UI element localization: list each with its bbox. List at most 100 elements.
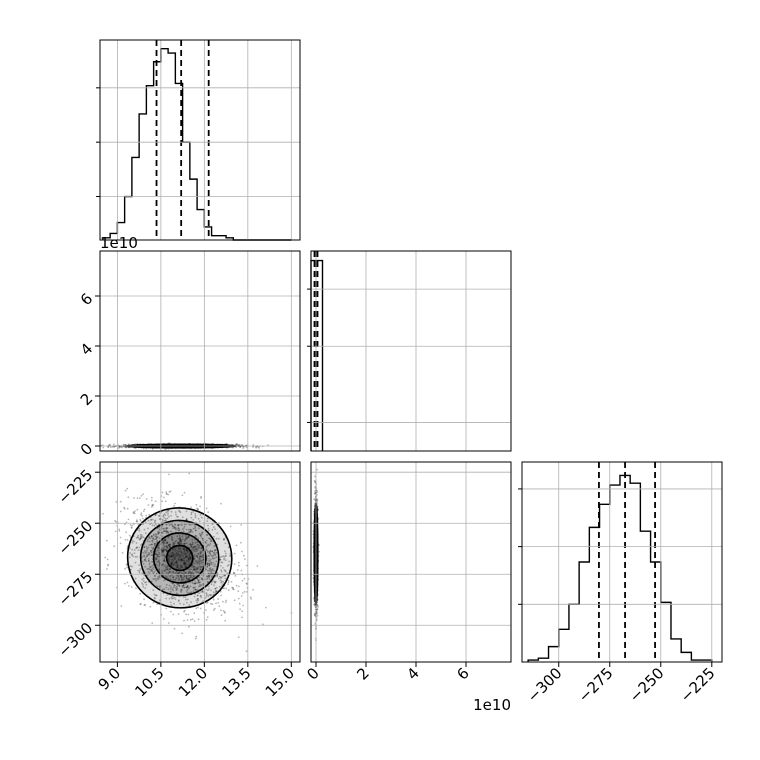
sample-point — [179, 547, 182, 550]
sample-point — [162, 550, 165, 553]
sample-point — [177, 548, 180, 550]
sample-point — [168, 556, 171, 559]
sample-point — [187, 588, 190, 590]
sample-point — [182, 584, 185, 586]
sample-point — [155, 558, 158, 560]
sample-point — [141, 515, 144, 517]
sample-point — [138, 538, 141, 541]
sample-point — [167, 545, 169, 547]
sample-point — [223, 557, 226, 559]
sample-point — [208, 564, 211, 566]
sample-point — [121, 446, 124, 449]
sample-point — [151, 560, 154, 563]
sample-point — [202, 541, 205, 544]
sample-point — [110, 446, 112, 449]
sample-point — [174, 598, 177, 600]
sample-point — [211, 569, 214, 571]
sample-point — [158, 537, 161, 540]
sample-point — [208, 576, 211, 579]
sample-point — [199, 568, 202, 571]
sample-point — [219, 556, 222, 559]
sample-point — [169, 601, 172, 604]
sample-point — [125, 531, 128, 534]
sample-point — [154, 544, 156, 546]
sample-point — [174, 528, 177, 531]
sample-point — [119, 500, 122, 503]
sample-point — [113, 545, 116, 548]
sample-point — [177, 529, 179, 531]
sample-point — [191, 564, 194, 567]
sample-point — [157, 532, 160, 535]
sample-point — [185, 566, 188, 568]
sample-point — [213, 581, 216, 584]
sample-point — [183, 523, 186, 526]
sample-point — [182, 538, 184, 541]
sample-point — [185, 583, 187, 585]
sample-point — [171, 562, 173, 565]
sample-point — [183, 491, 186, 494]
sample-point — [188, 568, 191, 571]
sample-point — [161, 550, 164, 553]
sample-point — [192, 569, 195, 571]
sample-point — [186, 555, 189, 557]
sample-point — [220, 502, 223, 505]
sample-point — [243, 554, 245, 557]
sample-point — [188, 472, 191, 475]
sample-point — [205, 609, 207, 611]
sample-point — [210, 583, 213, 586]
sample-point — [168, 568, 171, 571]
sample-point — [124, 567, 126, 570]
sample-point — [209, 543, 212, 545]
sample-point — [201, 549, 204, 552]
sample-point — [165, 530, 168, 532]
sample-point — [172, 613, 175, 616]
sample-point — [171, 588, 174, 591]
sample-point — [171, 556, 174, 558]
sample-point — [195, 607, 198, 610]
sample-point — [159, 555, 161, 558]
sample-point — [194, 588, 197, 591]
sample-point — [179, 523, 181, 526]
sample-point — [188, 543, 191, 546]
sample-point — [172, 576, 175, 579]
sample-point — [151, 504, 154, 507]
sample-point — [194, 568, 196, 570]
sample-point — [144, 558, 146, 561]
sample-point — [147, 546, 150, 549]
sample-point — [178, 547, 181, 550]
sample-point — [196, 597, 199, 600]
sample-point — [165, 532, 168, 534]
sample-point — [122, 443, 125, 446]
sample-point — [138, 546, 141, 549]
sample-point — [190, 591, 193, 593]
sample-point — [126, 566, 128, 569]
sample-point — [214, 528, 217, 530]
sample-point — [151, 518, 154, 521]
sample-point — [245, 582, 248, 585]
sample-point — [159, 528, 161, 531]
sample-point — [163, 558, 166, 560]
hist-bar — [139, 114, 146, 240]
sample-point — [161, 549, 164, 552]
sample-point — [196, 578, 199, 580]
hist-outline — [102, 47, 292, 241]
sample-point — [154, 557, 157, 560]
sample-point — [197, 544, 200, 546]
sample-point — [200, 495, 203, 498]
sample-point — [188, 586, 190, 589]
sample-point — [190, 544, 193, 546]
sample-point — [185, 586, 188, 589]
sample-point — [169, 556, 171, 558]
sample-point — [219, 585, 221, 588]
sample-point — [170, 604, 173, 607]
sample-point — [238, 602, 241, 605]
sample-point — [171, 537, 173, 539]
sample-point — [127, 455, 129, 457]
sample-point — [175, 588, 178, 591]
sample-point — [188, 561, 191, 564]
sample-point — [205, 602, 208, 604]
sample-point — [224, 574, 226, 577]
sample-point — [188, 577, 190, 579]
sample-point — [207, 574, 210, 577]
sample-point — [252, 446, 254, 448]
